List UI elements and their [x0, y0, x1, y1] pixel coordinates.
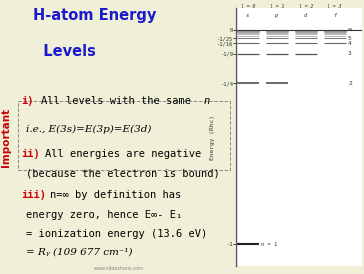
Text: ∞: ∞ — [348, 27, 352, 33]
Y-axis label: Energy (Rhc): Energy (Rhc) — [210, 115, 215, 159]
Text: (because the electron is bound): (because the electron is bound) — [26, 169, 220, 178]
Text: n: n — [204, 96, 210, 106]
Text: 2: 2 — [348, 81, 352, 86]
Text: n=∞ by definition has: n=∞ by definition has — [50, 190, 181, 200]
Text: l = 3: l = 3 — [328, 4, 342, 9]
Text: l = 2: l = 2 — [298, 4, 313, 9]
Text: l = 1: l = 1 — [270, 4, 284, 9]
Text: p: p — [275, 13, 278, 18]
Text: i): i) — [21, 96, 34, 106]
Text: f: f — [333, 13, 336, 18]
Text: 4: 4 — [348, 41, 352, 45]
Text: l = 0: l = 0 — [241, 4, 255, 9]
Text: www.slideshare.com: www.slideshare.com — [94, 266, 144, 271]
Text: = ionization energy (13.6 eV): = ionization energy (13.6 eV) — [26, 229, 207, 239]
Text: = Rᵧ (109 677 cm⁻¹): = Rᵧ (109 677 cm⁻¹) — [26, 248, 133, 257]
Text: i.e., E(3s)=E(3p)=E(3d): i.e., E(3s)=E(3p)=E(3d) — [26, 125, 151, 134]
Text: 5: 5 — [348, 36, 352, 41]
Text: H-atom Energy: H-atom Energy — [33, 8, 157, 23]
Text: iii): iii) — [21, 190, 47, 201]
Text: s: s — [246, 13, 249, 18]
Text: ii): ii) — [21, 149, 40, 159]
Text: n = 1: n = 1 — [261, 242, 277, 247]
Text: d: d — [304, 13, 307, 18]
Text: 3: 3 — [348, 51, 352, 56]
Text: Important: Important — [1, 107, 11, 167]
Text: All energies are negative: All energies are negative — [45, 149, 202, 159]
Text: energy zero, hence E∞- E₁: energy zero, hence E∞- E₁ — [26, 210, 182, 219]
Text: All levels with the same: All levels with the same — [40, 96, 197, 106]
Text: Levels: Levels — [33, 44, 96, 59]
